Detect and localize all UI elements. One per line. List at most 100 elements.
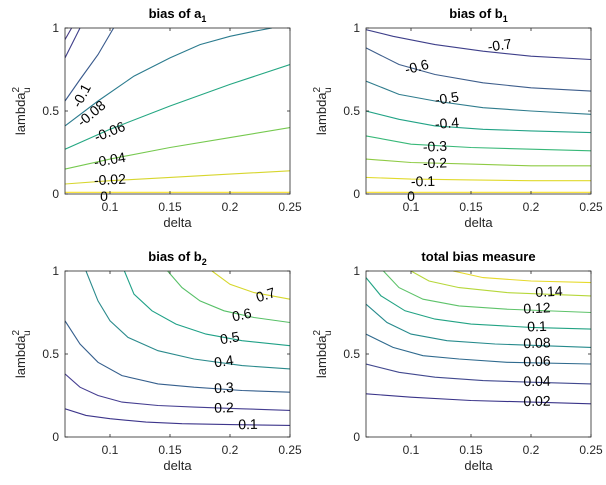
contour-label-1: 0.02 <box>523 393 551 409</box>
x-tick-label: 0.15 <box>459 200 483 214</box>
contour-label-4: 0.4 <box>213 352 235 371</box>
contour-label-1: -0.7 <box>487 35 513 54</box>
contour-lines <box>366 29 591 193</box>
contour-label-5: 0.5 <box>219 328 241 347</box>
chart-panel-4: 0.020.040.060.080.10.120.140.1 0.15 0.2 0.2… <box>312 249 603 473</box>
x-tick-label: 0.2 <box>222 200 239 214</box>
contour-lines <box>65 28 290 193</box>
contour-line-1 <box>65 28 115 102</box>
y-axis-label: lambda2u <box>11 86 33 135</box>
contour-label-6: 0 <box>100 188 108 204</box>
y-tick-label: 0 <box>353 430 360 444</box>
x-tick-label: 0.15 <box>158 443 182 457</box>
contour-line-6 <box>167 271 290 324</box>
contour-label-8: 0 <box>407 188 415 204</box>
contour-label-4: 0.08 <box>523 334 551 351</box>
contour-label-3: -0.5 <box>434 88 461 108</box>
contour-line-3 <box>366 80 591 115</box>
chart-title: total bias measure <box>421 249 535 264</box>
contour-label-6: 0.12 <box>523 299 551 316</box>
x-tick-label: 0.1 <box>403 443 420 457</box>
contour-line-extra-2 <box>65 28 73 40</box>
contour-line-5 <box>65 170 290 185</box>
y-tick-label: 0 <box>52 187 59 201</box>
y-tick-label: 1 <box>353 264 360 278</box>
x-axis-label: delta <box>163 215 192 230</box>
contour-line-5 <box>123 271 290 347</box>
x-tick-label: 0.25 <box>579 443 603 457</box>
y-tick-label: 1 <box>353 21 360 35</box>
contour-line-1 <box>366 393 591 405</box>
y-tick-label: 1 <box>52 21 59 35</box>
x-tick-label: 0.15 <box>158 200 182 214</box>
contour-lines <box>366 271 591 405</box>
x-tick-label: 0.2 <box>523 443 540 457</box>
y-axis-label: lambda2u <box>312 329 334 378</box>
contour-label-5: 0.1 <box>527 318 547 335</box>
contour-label-3: 0.06 <box>523 353 551 370</box>
x-tick-label: 0.1 <box>403 200 420 214</box>
contour-label-3: -0.06 <box>92 118 128 145</box>
contour-label-4: -0.4 <box>434 114 460 132</box>
contour-label-7: 0.7 <box>254 284 278 305</box>
y-tick-label: 0.5 <box>343 347 360 361</box>
x-tick-label: 0.2 <box>523 200 540 214</box>
contour-line-7 <box>366 176 591 182</box>
y-tick-label: 0.5 <box>42 104 59 118</box>
contour-line-2 <box>65 373 290 411</box>
y-tick-label: 0.5 <box>343 104 360 118</box>
y-tick-label: 0 <box>353 187 360 201</box>
contour-line-4 <box>65 127 290 170</box>
x-axis-label: delta <box>163 458 192 473</box>
contour-line-4 <box>85 271 290 370</box>
contour-line-6 <box>382 271 591 314</box>
contour-line-2 <box>366 47 591 92</box>
contour-label-2: 0.2 <box>214 399 234 416</box>
contour-line-7 <box>410 271 591 297</box>
x-axis-label: delta <box>464 458 493 473</box>
chart-title: bias of b1 <box>449 6 507 24</box>
x-tick-label: 0.15 <box>459 443 483 457</box>
contour-line-2 <box>65 28 273 127</box>
chart-panel-3: 0.10.20.30.40.50.60.70.1 0.15 0.2 0.2500.51… <box>11 249 302 473</box>
contour-label-6: 0.6 <box>231 305 254 325</box>
x-tick-label: 0.25 <box>579 200 603 214</box>
y-tick-label: 0.5 <box>42 347 59 361</box>
contour-label-1: 0.1 <box>238 416 258 432</box>
contour-line-6 <box>366 158 591 167</box>
contour-line-3 <box>366 333 591 365</box>
contour-line-5 <box>366 135 591 152</box>
contour-line-3 <box>65 320 290 393</box>
chart-title: bias of b2 <box>148 249 206 267</box>
contour-label-3: 0.3 <box>214 379 235 396</box>
contour-label-2: 0.04 <box>523 373 551 389</box>
y-axis-label: lambda2u <box>312 86 334 135</box>
contour-line-4 <box>366 110 591 134</box>
axes-box <box>365 27 592 195</box>
contour-label-4: -0.04 <box>93 149 127 170</box>
x-tick-label: 0.25 <box>278 200 302 214</box>
x-tick-label: 0.25 <box>278 443 302 457</box>
y-axis-label: lambda2u <box>11 329 33 378</box>
x-tick-label: 0.1 <box>102 443 119 457</box>
x-tick-label: 0.2 <box>222 443 239 457</box>
y-tick-label: 1 <box>52 264 59 278</box>
chart-panel-2: -0.7-0.6-0.5-0.4-0.3-0.2-0.100.1 0.15 0.2 0… <box>312 6 603 230</box>
contour-label-7: 0.14 <box>535 283 563 300</box>
contour-line-3 <box>65 63 290 150</box>
contour-label-5: -0.02 <box>94 171 127 189</box>
contour-line-extra-1 <box>65 28 81 59</box>
contour-line-1 <box>65 408 290 426</box>
contour-label-6: -0.2 <box>423 154 448 171</box>
contour-lines <box>65 271 290 426</box>
contour-label-5: -0.3 <box>422 138 447 155</box>
x-tick-label: 0.1 <box>102 200 119 214</box>
contour-line-1 <box>366 29 591 61</box>
contour-line-5 <box>366 277 591 330</box>
contour-label-7: -0.1 <box>411 173 436 189</box>
x-axis-label: delta <box>464 215 493 230</box>
contour-line-7 <box>211 271 290 300</box>
contour-line-4 <box>366 303 591 348</box>
